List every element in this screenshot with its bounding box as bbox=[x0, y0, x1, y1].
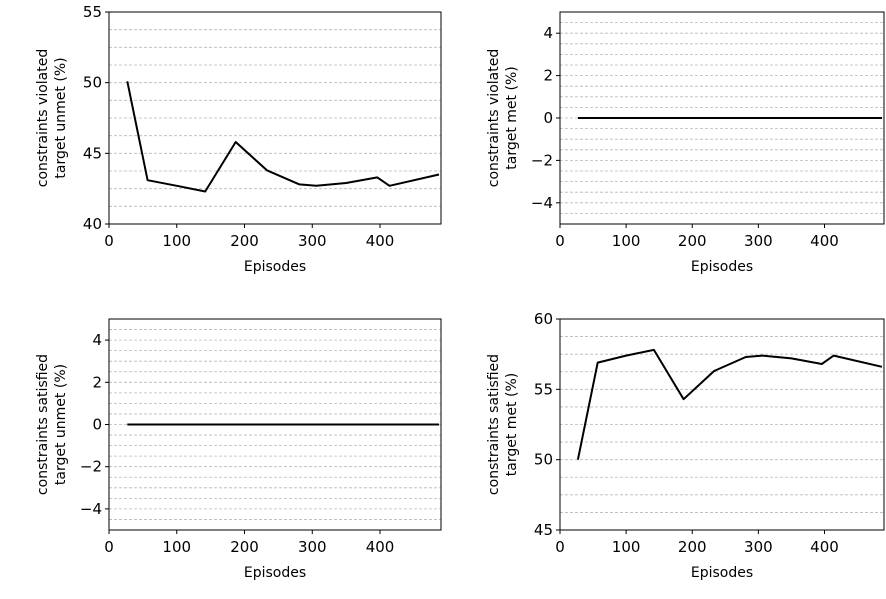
x-tick-label: 100 bbox=[612, 538, 641, 556]
x-tick-label: 400 bbox=[810, 538, 839, 556]
x-tick-label: 100 bbox=[612, 232, 641, 250]
subplot-1: 40 45 50 55 0 100 200 300 400 Episodes constraints… bbox=[35, 3, 442, 275]
y-tick-label: 2 bbox=[92, 373, 102, 391]
x-tick-label: 200 bbox=[230, 538, 259, 556]
y-tick-label: −4 bbox=[531, 194, 553, 212]
y-axis-label-line: target met (%) bbox=[504, 66, 520, 169]
y-tick-label: 50 bbox=[534, 451, 553, 469]
x-tick-label: 100 bbox=[162, 232, 191, 250]
plot-frame bbox=[559, 318, 885, 531]
subplot-2: −4 −2 0 2 4 0 100 200 300 400 Episodes constraints … bbox=[486, 11, 885, 275]
y-axis-label-line: target met (%) bbox=[504, 373, 520, 476]
y-tick-label: 60 bbox=[534, 310, 553, 328]
y-axis-label-line: target unmet (%) bbox=[53, 57, 69, 178]
y-tick-label: 4 bbox=[92, 331, 102, 349]
y-tick-label: −2 bbox=[80, 458, 102, 476]
y-axis-label: constraints violated target unmet (%) bbox=[35, 49, 69, 187]
y-axis-label-line: constraints violated bbox=[35, 49, 51, 187]
x-tick-label: 0 bbox=[104, 232, 114, 250]
series-line bbox=[126, 81, 440, 193]
x-tick-label: 300 bbox=[744, 538, 773, 556]
y-tick-label: 0 bbox=[92, 416, 102, 434]
x-tick-label: 300 bbox=[298, 538, 327, 556]
y-axis-label-line: constraints violated bbox=[486, 49, 502, 187]
x-tick-label: 0 bbox=[104, 538, 114, 556]
x-tick-label: 0 bbox=[555, 538, 565, 556]
x-tick-label: 200 bbox=[678, 538, 707, 556]
x-axis-label: Episodes bbox=[244, 259, 306, 275]
x-tick-label: 0 bbox=[555, 232, 565, 250]
y-axis-label: constraints satisfied target unmet (%) bbox=[35, 354, 69, 495]
x-tick-label: 200 bbox=[230, 232, 259, 250]
x-tick-label: 400 bbox=[366, 538, 395, 556]
x-tick-label: 400 bbox=[366, 232, 395, 250]
y-tick-label: 55 bbox=[534, 380, 553, 398]
y-tick-label: −2 bbox=[531, 151, 553, 169]
x-tick-label: 300 bbox=[298, 232, 327, 250]
y-tick-label: 45 bbox=[534, 521, 553, 539]
x-axis-label: Episodes bbox=[244, 565, 306, 581]
y-axis-label-line: constraints satisfied bbox=[486, 354, 502, 495]
y-tick-label: 2 bbox=[543, 67, 553, 85]
subplot-3: −4 −2 0 2 4 0 100 200 300 400 Episodes constraints … bbox=[35, 318, 442, 581]
series-line bbox=[576, 348, 883, 460]
y-tick-label: 0 bbox=[543, 109, 553, 127]
y-tick-label: 45 bbox=[83, 144, 102, 162]
y-tick-label: 55 bbox=[83, 3, 102, 21]
x-tick-label: 300 bbox=[744, 232, 773, 250]
y-axis-label-line: target unmet (%) bbox=[53, 364, 69, 485]
plot-frame bbox=[108, 11, 442, 225]
y-axis-label-line: constraints satisfied bbox=[35, 354, 51, 495]
x-axis-label: Episodes bbox=[691, 259, 753, 275]
x-tick-label: 400 bbox=[810, 232, 839, 250]
y-tick-label: 4 bbox=[543, 24, 553, 42]
y-axis-label: constraints violated target met (%) bbox=[486, 49, 520, 187]
x-axis-label: Episodes bbox=[691, 565, 753, 581]
y-axis-label: constraints satisfied target met (%) bbox=[486, 354, 520, 495]
x-tick-label: 200 bbox=[678, 232, 707, 250]
x-tick-label: 100 bbox=[162, 538, 191, 556]
subplot-4: 45 50 55 60 0 100 200 300 400 Episodes constraints… bbox=[486, 310, 885, 581]
y-tick-label: −4 bbox=[80, 500, 102, 518]
y-tick-label: 50 bbox=[83, 74, 102, 92]
y-tick-label: 40 bbox=[83, 215, 102, 233]
